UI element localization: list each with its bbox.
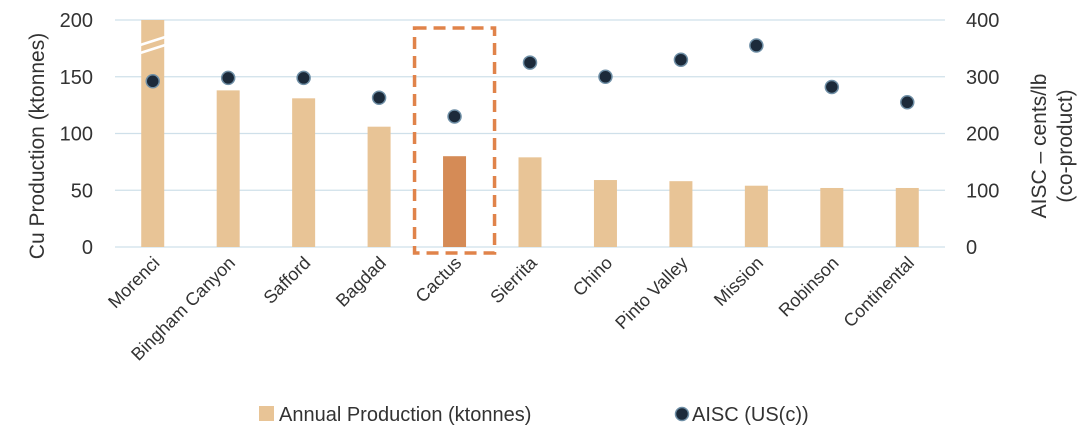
bar-pinto-valley <box>669 181 693 247</box>
category-label: Chino <box>569 253 616 300</box>
bar-series <box>139 20 919 248</box>
category-label: Pinto Valley <box>611 253 691 333</box>
bar-continental <box>895 187 919 247</box>
left-tick-label: 100 <box>60 124 93 146</box>
category-label: Continental <box>840 253 919 332</box>
left-axis-title: Cu Production (ktonnes) <box>26 33 49 259</box>
point-cactus <box>447 109 462 124</box>
right-tick-label: 0 <box>966 237 977 259</box>
point-bingham-canyon <box>220 70 236 86</box>
category-label: Safford <box>260 253 315 308</box>
category-label: Bagdad <box>332 253 390 311</box>
bar-bagdad <box>367 126 391 247</box>
left-tick-label: 50 <box>71 180 93 202</box>
right-tick-label: 100 <box>966 180 999 202</box>
left-axis-ticks: 0 50 100 150 200 <box>60 10 93 259</box>
point-pinto-valley <box>673 52 689 67</box>
point-safford <box>296 70 311 86</box>
highlight-box <box>412 26 497 255</box>
legend-bar-label: Annual Production (ktonnes) <box>279 404 531 426</box>
right-tick-label: 200 <box>966 124 999 146</box>
right-tick-label: 400 <box>966 10 999 32</box>
legend-point-label: AISC (US(c)) <box>692 404 809 426</box>
bar-sierrita <box>518 157 542 247</box>
point-continental <box>900 95 915 110</box>
point-robinson <box>824 79 840 95</box>
category-label: Morenci <box>104 253 163 312</box>
right-axis-title-line2: (co-product) <box>1054 89 1077 202</box>
bar-bingham-canyon <box>216 90 240 248</box>
category-label: Sierrita <box>486 252 541 307</box>
aisc-points <box>145 38 915 124</box>
category-label: Cactus <box>412 253 466 307</box>
left-tick-label: 150 <box>60 67 93 89</box>
right-axis-title-line1: AISC – cents/lb <box>1028 74 1051 219</box>
point-morenci <box>145 74 160 89</box>
point-chino <box>598 69 613 84</box>
bar-morenci <box>141 20 165 247</box>
category-label: Mission <box>710 253 767 310</box>
bar-safford <box>292 98 316 247</box>
legend: Annual Production (ktonnes) AISC (US(c)) <box>259 404 809 426</box>
bar-robinson <box>820 187 844 247</box>
bar-mission <box>744 185 768 247</box>
point-mission <box>749 38 764 53</box>
right-tick-label: 300 <box>966 67 999 89</box>
legend-bar-swatch <box>259 406 274 421</box>
right-axis-ticks: 0 100 200 300 400 <box>966 10 999 259</box>
point-sierrita <box>522 55 538 70</box>
left-tick-label: 200 <box>60 10 93 32</box>
highlight-rect <box>412 26 497 255</box>
point-bagdad <box>371 90 387 105</box>
left-tick-label: 0 <box>82 237 93 259</box>
legend-point-swatch <box>674 406 690 422</box>
bar-cactus <box>443 156 467 247</box>
gridlines <box>115 19 945 248</box>
axis-break-mark <box>139 35 166 55</box>
category-label: Robinson <box>775 253 843 321</box>
bar-chino <box>593 180 617 247</box>
